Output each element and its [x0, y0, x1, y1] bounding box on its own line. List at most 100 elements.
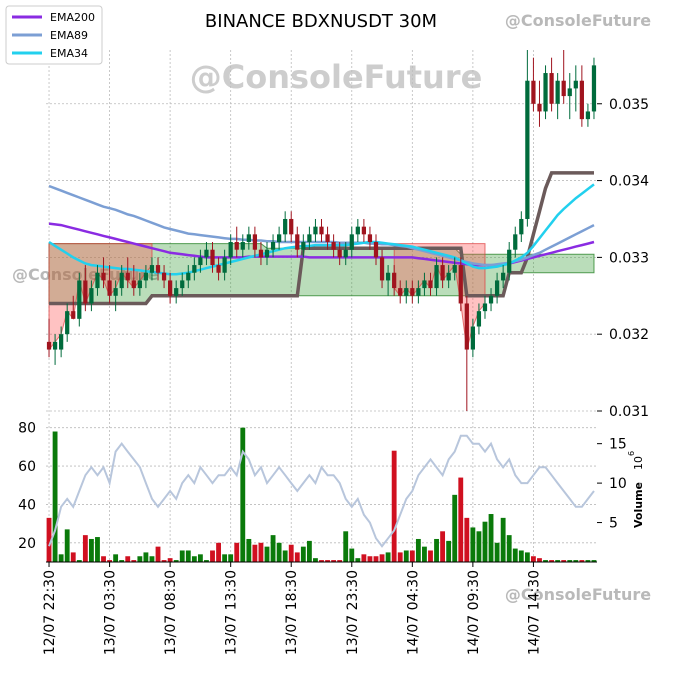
volume-bar [325, 560, 330, 562]
stop-line-path [49, 171, 594, 306]
volume-left-tick-label: 40 [18, 497, 36, 513]
candle-body [379, 257, 385, 281]
volume-bar [561, 560, 567, 562]
volume-bar [591, 560, 597, 562]
candle-body [204, 249, 209, 258]
volume-bar [355, 558, 361, 562]
candle-body [137, 280, 142, 289]
candle-body [404, 288, 409, 296]
candle-body [531, 80, 536, 104]
volume-right-tick-label: 10 [609, 476, 627, 492]
volume-bar [343, 531, 349, 562]
volume-bar [549, 560, 555, 562]
volume-bar [397, 552, 403, 562]
candle-body [507, 249, 512, 273]
time-tick-label: 13/07 08:30 [163, 570, 179, 655]
volume-bar [415, 538, 421, 562]
candle-body [494, 280, 500, 296]
candle-body [264, 249, 270, 258]
legend: EMA200 EMA89 EMA34 [5, 5, 103, 65]
candle-body [567, 88, 572, 97]
candle-body [283, 218, 288, 235]
candle-body [210, 249, 215, 266]
time-tick-label: 13/07 03:30 [103, 570, 119, 655]
volume-bar [428, 550, 433, 562]
candle-body [416, 288, 421, 296]
candle-body [585, 111, 591, 120]
volume-bar [82, 535, 88, 562]
legend-label-ema200: EMA200 [50, 11, 95, 24]
volume-bar [119, 560, 125, 562]
volume-bar [137, 556, 143, 562]
candle-body [355, 226, 360, 235]
candle-body [186, 272, 191, 281]
axes: 0.031 0.032 0.033 0.034 0.035 20 40 60 80 5 10 15 12… [18, 97, 649, 655]
volume-label: Volume [632, 482, 645, 528]
candle-body [343, 249, 348, 258]
candle-body [428, 280, 433, 289]
candle-body [180, 280, 185, 289]
volume-bar [300, 546, 306, 562]
volume-bar [258, 542, 264, 562]
candle-body [313, 226, 318, 235]
candle-body [482, 303, 488, 312]
volume-bar [46, 517, 52, 562]
candle-body [95, 272, 100, 289]
volume-bar [361, 554, 367, 562]
volume-bar [403, 550, 409, 562]
candle-body [434, 265, 439, 289]
volume-panel [46, 427, 597, 562]
candle-body [519, 218, 524, 235]
candle-body [246, 234, 251, 243]
volume-bar [458, 477, 464, 562]
candle-body [192, 265, 197, 273]
cloud-band [48, 243, 595, 352]
volume-bar [143, 552, 149, 562]
volume-bar [228, 554, 234, 562]
volume-bar [216, 542, 221, 562]
candle-body [446, 272, 451, 281]
volume-bar [76, 560, 82, 562]
time-tick-label: 12/07 22:30 [42, 570, 58, 655]
candle-body [270, 242, 276, 250]
volume-exponent-base: 10 [632, 456, 645, 470]
candle-body [349, 234, 354, 250]
volume-bar [282, 550, 288, 562]
volume-left-tick-label: 80 [18, 421, 36, 437]
candle-body [52, 341, 58, 350]
candle-body [537, 103, 542, 112]
candle-body [307, 234, 312, 243]
price-tick-label: 0.034 [609, 174, 649, 190]
candle-body [258, 249, 264, 258]
volume-bar [422, 546, 427, 562]
volume-bar [264, 546, 270, 562]
volume-bar [512, 548, 518, 562]
volume-bar [446, 540, 452, 562]
candle-body [470, 326, 475, 350]
candle-body [331, 242, 336, 250]
candle-body [488, 295, 494, 304]
candle-body [228, 242, 233, 258]
volume-bar [155, 546, 161, 562]
volume-bar [500, 517, 506, 562]
price-tick-label: 0.031 [609, 404, 649, 420]
volume-ma-line [48, 434, 595, 548]
volume-bar [537, 558, 542, 562]
time-tick-label: 14/07 04:30 [405, 570, 421, 655]
candle-body [392, 272, 397, 289]
grid [46, 50, 597, 562]
candle-body [549, 73, 554, 104]
candle-body [155, 265, 161, 273]
candle-body [458, 265, 463, 304]
volume-bar [313, 558, 318, 562]
candle-body [113, 288, 118, 296]
candle-body [398, 288, 403, 296]
volume-bar [149, 556, 155, 562]
candle-body [501, 272, 506, 281]
volume-bar [191, 556, 197, 562]
volume-bar [197, 554, 203, 562]
volume-left-tick-label: 20 [18, 536, 36, 552]
candle-body [71, 311, 76, 319]
candle-body [543, 73, 548, 112]
volume-bar [367, 556, 373, 562]
